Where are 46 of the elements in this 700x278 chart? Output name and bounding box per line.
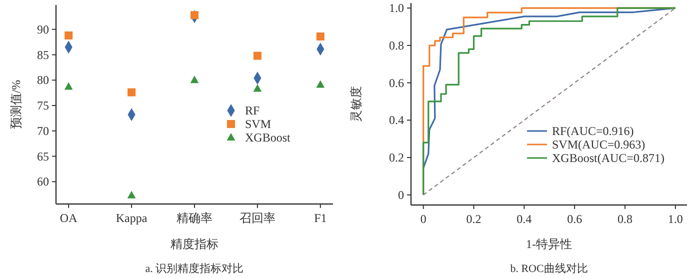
x-tick-label: OA bbox=[60, 211, 78, 225]
x-tick-label: 0.4 bbox=[516, 212, 532, 226]
x-tick-label: Kappa bbox=[116, 211, 148, 225]
point bbox=[190, 76, 199, 84]
y-tick-label: 70 bbox=[37, 124, 49, 138]
y-tick-label: 0.8 bbox=[389, 38, 404, 52]
y-tick-label: 0 bbox=[398, 188, 404, 202]
point bbox=[64, 31, 73, 40]
y-tick-label: 1.0 bbox=[389, 1, 404, 16]
y-tick-label: 75 bbox=[37, 98, 49, 113]
text: b. ROC曲线对比 bbox=[510, 262, 588, 275]
point bbox=[64, 82, 73, 90]
x-tick-label: 召回率 bbox=[239, 211, 276, 225]
y-tick-label: 80 bbox=[37, 73, 49, 88]
x-axis-title: 精度指标 bbox=[170, 237, 218, 251]
point bbox=[253, 52, 262, 60]
y-tick-label: 0.2 bbox=[389, 150, 404, 165]
text: a. 识别精度指标对比 bbox=[145, 262, 244, 275]
x-tick-label: 0.8 bbox=[617, 212, 632, 226]
legend-label: RF bbox=[245, 104, 260, 118]
x-tick-label: F1 bbox=[314, 211, 327, 225]
y-axis-title: 预测值/% bbox=[9, 80, 23, 130]
legend-label: XGBoost bbox=[245, 130, 292, 144]
x-tick-label: 精确率 bbox=[176, 211, 212, 225]
x-tick-label: 1.0 bbox=[668, 212, 683, 226]
y-tick-label: 0.6 bbox=[389, 76, 404, 90]
point bbox=[127, 190, 136, 198]
x-tick-label: 0.6 bbox=[567, 212, 582, 226]
point bbox=[190, 11, 198, 20]
legend-label: XGBoost(AUC=0.871) bbox=[552, 151, 664, 165]
y-tick-label: 85 bbox=[37, 48, 49, 62]
y-tick-label: 90 bbox=[37, 22, 49, 36]
y-tick-label: 65 bbox=[37, 149, 49, 164]
legend-label: SVM(AUC=0.963) bbox=[552, 138, 646, 152]
x-tick-label: 0.2 bbox=[466, 212, 482, 226]
y-tick-label: 60 bbox=[37, 174, 49, 189]
y-tick-label: 0.4 bbox=[389, 113, 404, 128]
point bbox=[128, 88, 136, 96]
point bbox=[253, 84, 262, 92]
point bbox=[316, 32, 324, 40]
x-axis-title: 1-特异性 bbox=[526, 237, 572, 251]
x-tick-label: 0 bbox=[420, 212, 426, 226]
point bbox=[316, 80, 325, 88]
legend-label: SVM bbox=[245, 117, 272, 131]
y-axis-title: 灵敏度 bbox=[349, 86, 363, 122]
legend-label: RF(AUC=0.916) bbox=[552, 124, 634, 138]
